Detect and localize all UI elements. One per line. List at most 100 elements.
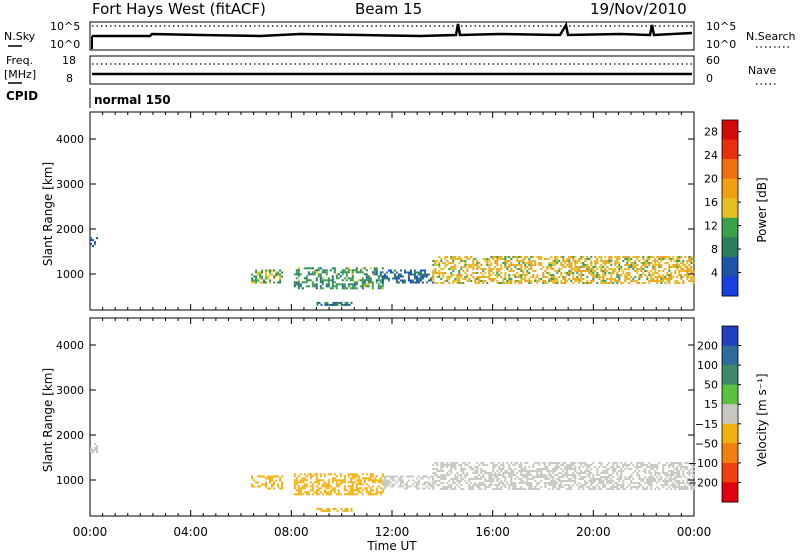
echo-cell bbox=[664, 484, 667, 486]
echo-cell bbox=[644, 472, 647, 474]
echo-cell bbox=[456, 462, 459, 464]
echo-cell bbox=[666, 474, 669, 476]
echo-cell bbox=[528, 264, 531, 266]
echo-cell bbox=[608, 476, 611, 478]
echo-cell bbox=[638, 484, 641, 486]
echo-cell bbox=[415, 485, 418, 488]
echo-cell bbox=[682, 276, 685, 278]
echo-cell bbox=[324, 303, 327, 306]
echo-cell bbox=[492, 462, 495, 464]
echo-cell bbox=[574, 264, 577, 266]
echo-cell bbox=[682, 264, 685, 266]
echo-cell bbox=[676, 462, 679, 464]
echo-cell bbox=[436, 272, 439, 274]
echo-cell bbox=[652, 468, 655, 470]
echo-cell bbox=[692, 270, 695, 272]
echo-cell bbox=[417, 271, 420, 274]
echo-cell bbox=[644, 482, 647, 484]
echo-cell bbox=[664, 480, 667, 482]
echo-cell bbox=[576, 484, 579, 486]
echo-cell bbox=[560, 268, 563, 270]
echo-cell bbox=[546, 482, 549, 484]
echo-cell bbox=[616, 282, 619, 284]
echo-cell bbox=[349, 277, 352, 280]
echo-cell bbox=[363, 279, 366, 282]
echo-cell bbox=[279, 477, 282, 480]
echo-cell bbox=[464, 468, 467, 470]
echo-cell bbox=[321, 485, 324, 488]
echo-cell bbox=[492, 464, 495, 466]
echo-cell bbox=[550, 476, 553, 478]
echo-cell bbox=[558, 276, 561, 278]
echo-cell bbox=[341, 285, 344, 288]
echo-cell bbox=[415, 281, 418, 284]
echo-cell bbox=[662, 484, 665, 486]
echo-cell bbox=[556, 256, 559, 258]
echo-cell bbox=[570, 272, 573, 274]
echo-cell bbox=[331, 477, 334, 480]
echo-cell bbox=[508, 278, 511, 280]
echo-cell bbox=[301, 493, 304, 496]
echo-cell bbox=[616, 484, 619, 486]
echo-cell bbox=[630, 482, 633, 484]
echo-cell bbox=[456, 480, 459, 482]
echo-cell bbox=[650, 464, 653, 466]
echo-cell bbox=[405, 483, 408, 486]
echo-cell bbox=[688, 256, 691, 258]
echo-cell bbox=[486, 486, 489, 488]
echo-cell bbox=[500, 488, 503, 490]
echo-cell bbox=[413, 277, 416, 280]
echo-cell bbox=[468, 266, 471, 268]
echo-cell bbox=[556, 280, 559, 282]
echo-cell bbox=[452, 462, 455, 464]
echo-cell bbox=[421, 273, 424, 276]
echo-cell bbox=[582, 262, 585, 264]
echo-cell bbox=[389, 269, 392, 272]
echo-cell bbox=[576, 260, 579, 262]
echo-cell bbox=[393, 269, 396, 272]
echo-cell bbox=[528, 478, 531, 480]
echo-cell bbox=[440, 268, 443, 270]
echo-cell bbox=[460, 266, 463, 268]
echo-cell bbox=[381, 271, 384, 274]
echo-cell bbox=[548, 488, 551, 490]
echo-cell bbox=[450, 262, 453, 264]
echo-cell bbox=[600, 260, 603, 262]
echo-cell bbox=[524, 470, 527, 472]
echo-cell bbox=[369, 487, 372, 490]
echo-cell bbox=[293, 281, 296, 284]
echo-cell bbox=[568, 266, 571, 268]
echo-cell bbox=[552, 276, 555, 278]
echo-cell bbox=[486, 472, 489, 474]
echo-cell bbox=[578, 280, 581, 282]
echo-cell bbox=[568, 464, 571, 466]
echo-cell bbox=[480, 488, 483, 490]
echo-cell bbox=[546, 470, 549, 472]
echo-cell bbox=[548, 264, 551, 266]
echo-cell bbox=[686, 272, 689, 274]
echo-cell bbox=[664, 464, 667, 466]
echo-cell bbox=[634, 482, 637, 484]
echo-cell bbox=[448, 268, 451, 270]
echo-cell bbox=[464, 476, 467, 478]
echo-cell bbox=[646, 478, 649, 480]
echo-cell bbox=[586, 486, 589, 488]
colorbar-segment bbox=[722, 198, 738, 219]
echo-cell bbox=[297, 481, 300, 484]
echo-cell bbox=[660, 258, 663, 260]
echo-cell bbox=[538, 262, 541, 264]
echo-cell bbox=[628, 272, 631, 274]
echo-cell bbox=[582, 278, 585, 280]
echo-cell bbox=[554, 466, 557, 468]
echo-cell bbox=[584, 484, 587, 486]
colorbar-tick-label: 8 bbox=[711, 243, 718, 256]
echo-cell bbox=[562, 476, 565, 478]
echo-cell bbox=[518, 268, 521, 270]
echo-cell bbox=[588, 268, 591, 270]
echo-cell bbox=[375, 271, 378, 274]
echo-cell bbox=[468, 486, 471, 488]
echo-cell bbox=[421, 269, 424, 272]
echo-cell bbox=[602, 278, 605, 280]
